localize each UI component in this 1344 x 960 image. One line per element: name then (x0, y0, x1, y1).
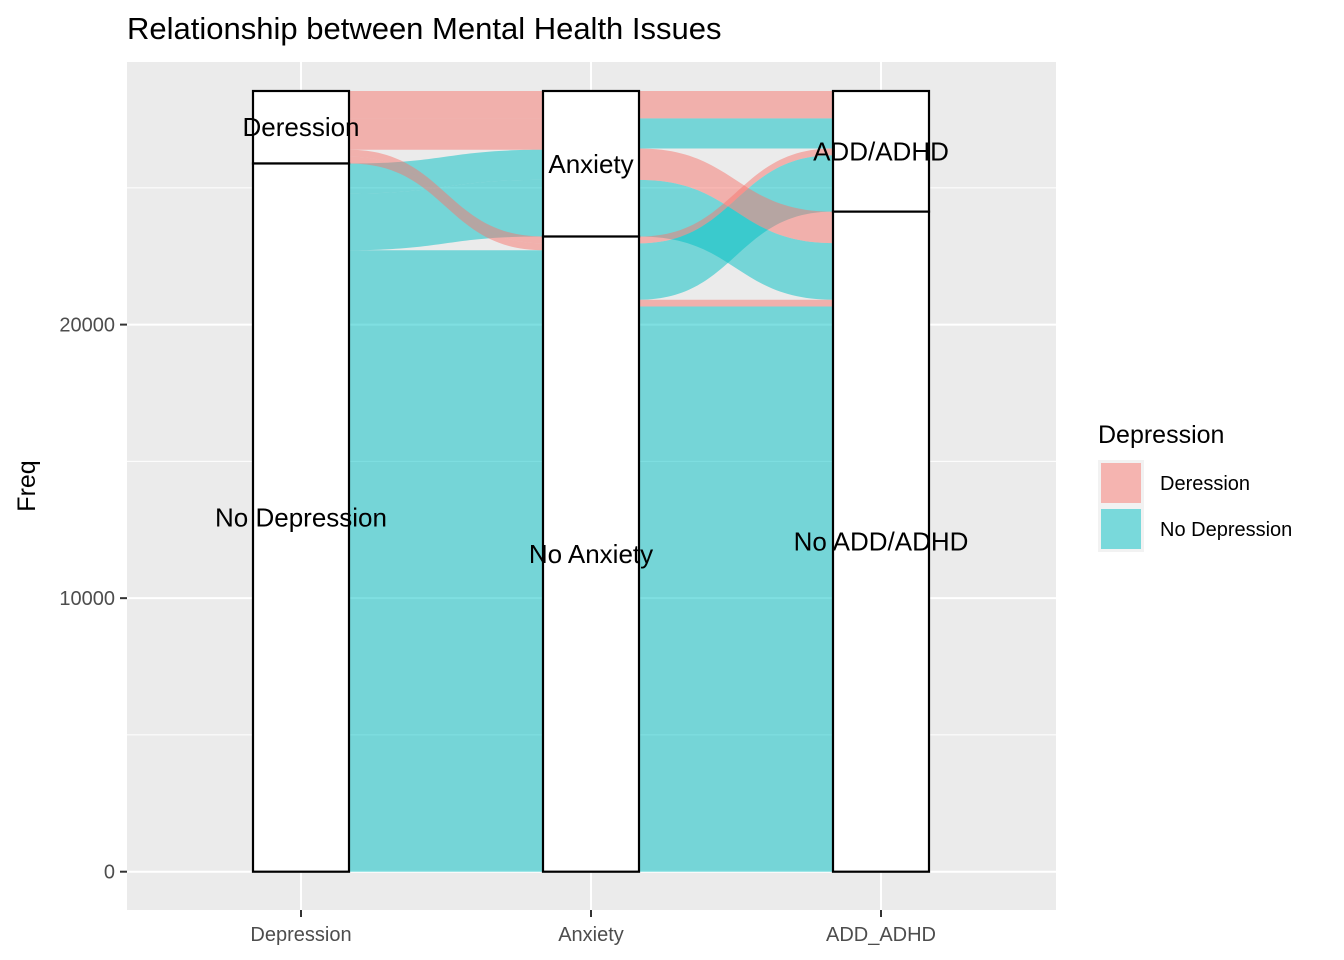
x-axis: Depression Anxiety ADD_ADHD (250, 910, 936, 946)
flow-deression-deression-to-anxiety (349, 90, 543, 119)
flow-no-depression-no-depression-to-no-anxiety (349, 250, 543, 307)
flow-no-depression-anxiety-to-add-adhd (639, 118, 833, 149)
stratum-label-add-adhd: ADD/ADHD (813, 136, 949, 166)
strata-boxes (251, 89, 931, 873)
stratum-no-add-adhd (831, 210, 931, 873)
alluvial-flows (349, 90, 833, 872)
x-tick-label-add-adhd: ADD_ADHD (826, 924, 936, 946)
legend-swatch-no-depression (1101, 509, 1141, 549)
stratum-deression (251, 89, 351, 165)
flow-deression-no-anxiety-to-add-adhd (639, 148, 833, 244)
flow-no-depression-no-anxiety-to-add-adhd (639, 155, 833, 300)
stratum-label-no-anxiety: No Anxiety (529, 539, 653, 569)
flow-no-depression-no-anxiety-to-no-add-adhd (639, 306, 833, 872)
y-tick-label: 0 (104, 862, 115, 884)
flow-deression-anxiety-to-add-adhd (639, 90, 833, 119)
stratum-label-no-add-adhd: No ADD/ADHD (794, 527, 969, 557)
stratum-no-anxiety (541, 235, 641, 873)
flow-deression-deression-to-no-anxiety (349, 156, 543, 251)
flow-no-depression-no-depression-to-anxiety (349, 149, 543, 194)
x-tick-label-anxiety: Anxiety (558, 924, 624, 946)
legend: Depression Deression No Depression (1098, 421, 1292, 552)
flow-deression-deression-to-anxiety (349, 118, 543, 150)
legend-swatch-deression (1101, 463, 1141, 503)
flow-deression-deression-to-no-anxiety (349, 149, 543, 244)
y-axis-title: Freq (13, 460, 41, 511)
y-tick-label: 10000 (59, 588, 115, 610)
legend-title: Depression (1098, 421, 1224, 449)
chart-title: Relationship between Mental Health Issue… (127, 11, 722, 46)
legend-label-deression: Deression (1160, 473, 1250, 495)
y-axis: 0 10000 20000 (59, 315, 127, 884)
stratum-labels: Deression No Depression Anxiety No Anxiety A… (215, 112, 968, 569)
flow-no-depression-no-depression-to-no-anxiety (349, 306, 543, 872)
y-tick-label: 20000 (59, 315, 115, 337)
stratum-no-depression (251, 162, 351, 873)
x-tick-label-depression: Depression (250, 924, 351, 946)
legend-label-no-depression: No Depression (1160, 519, 1292, 541)
stratum-label-no-depression: No Depression (215, 503, 387, 533)
stratum-label-anxiety: Anxiety (548, 149, 633, 179)
stratum-add-adhd (831, 89, 931, 213)
stratum-label-deression: Deression (242, 112, 359, 142)
flow-deression-no-anxiety-to-no-add-adhd (639, 299, 833, 307)
